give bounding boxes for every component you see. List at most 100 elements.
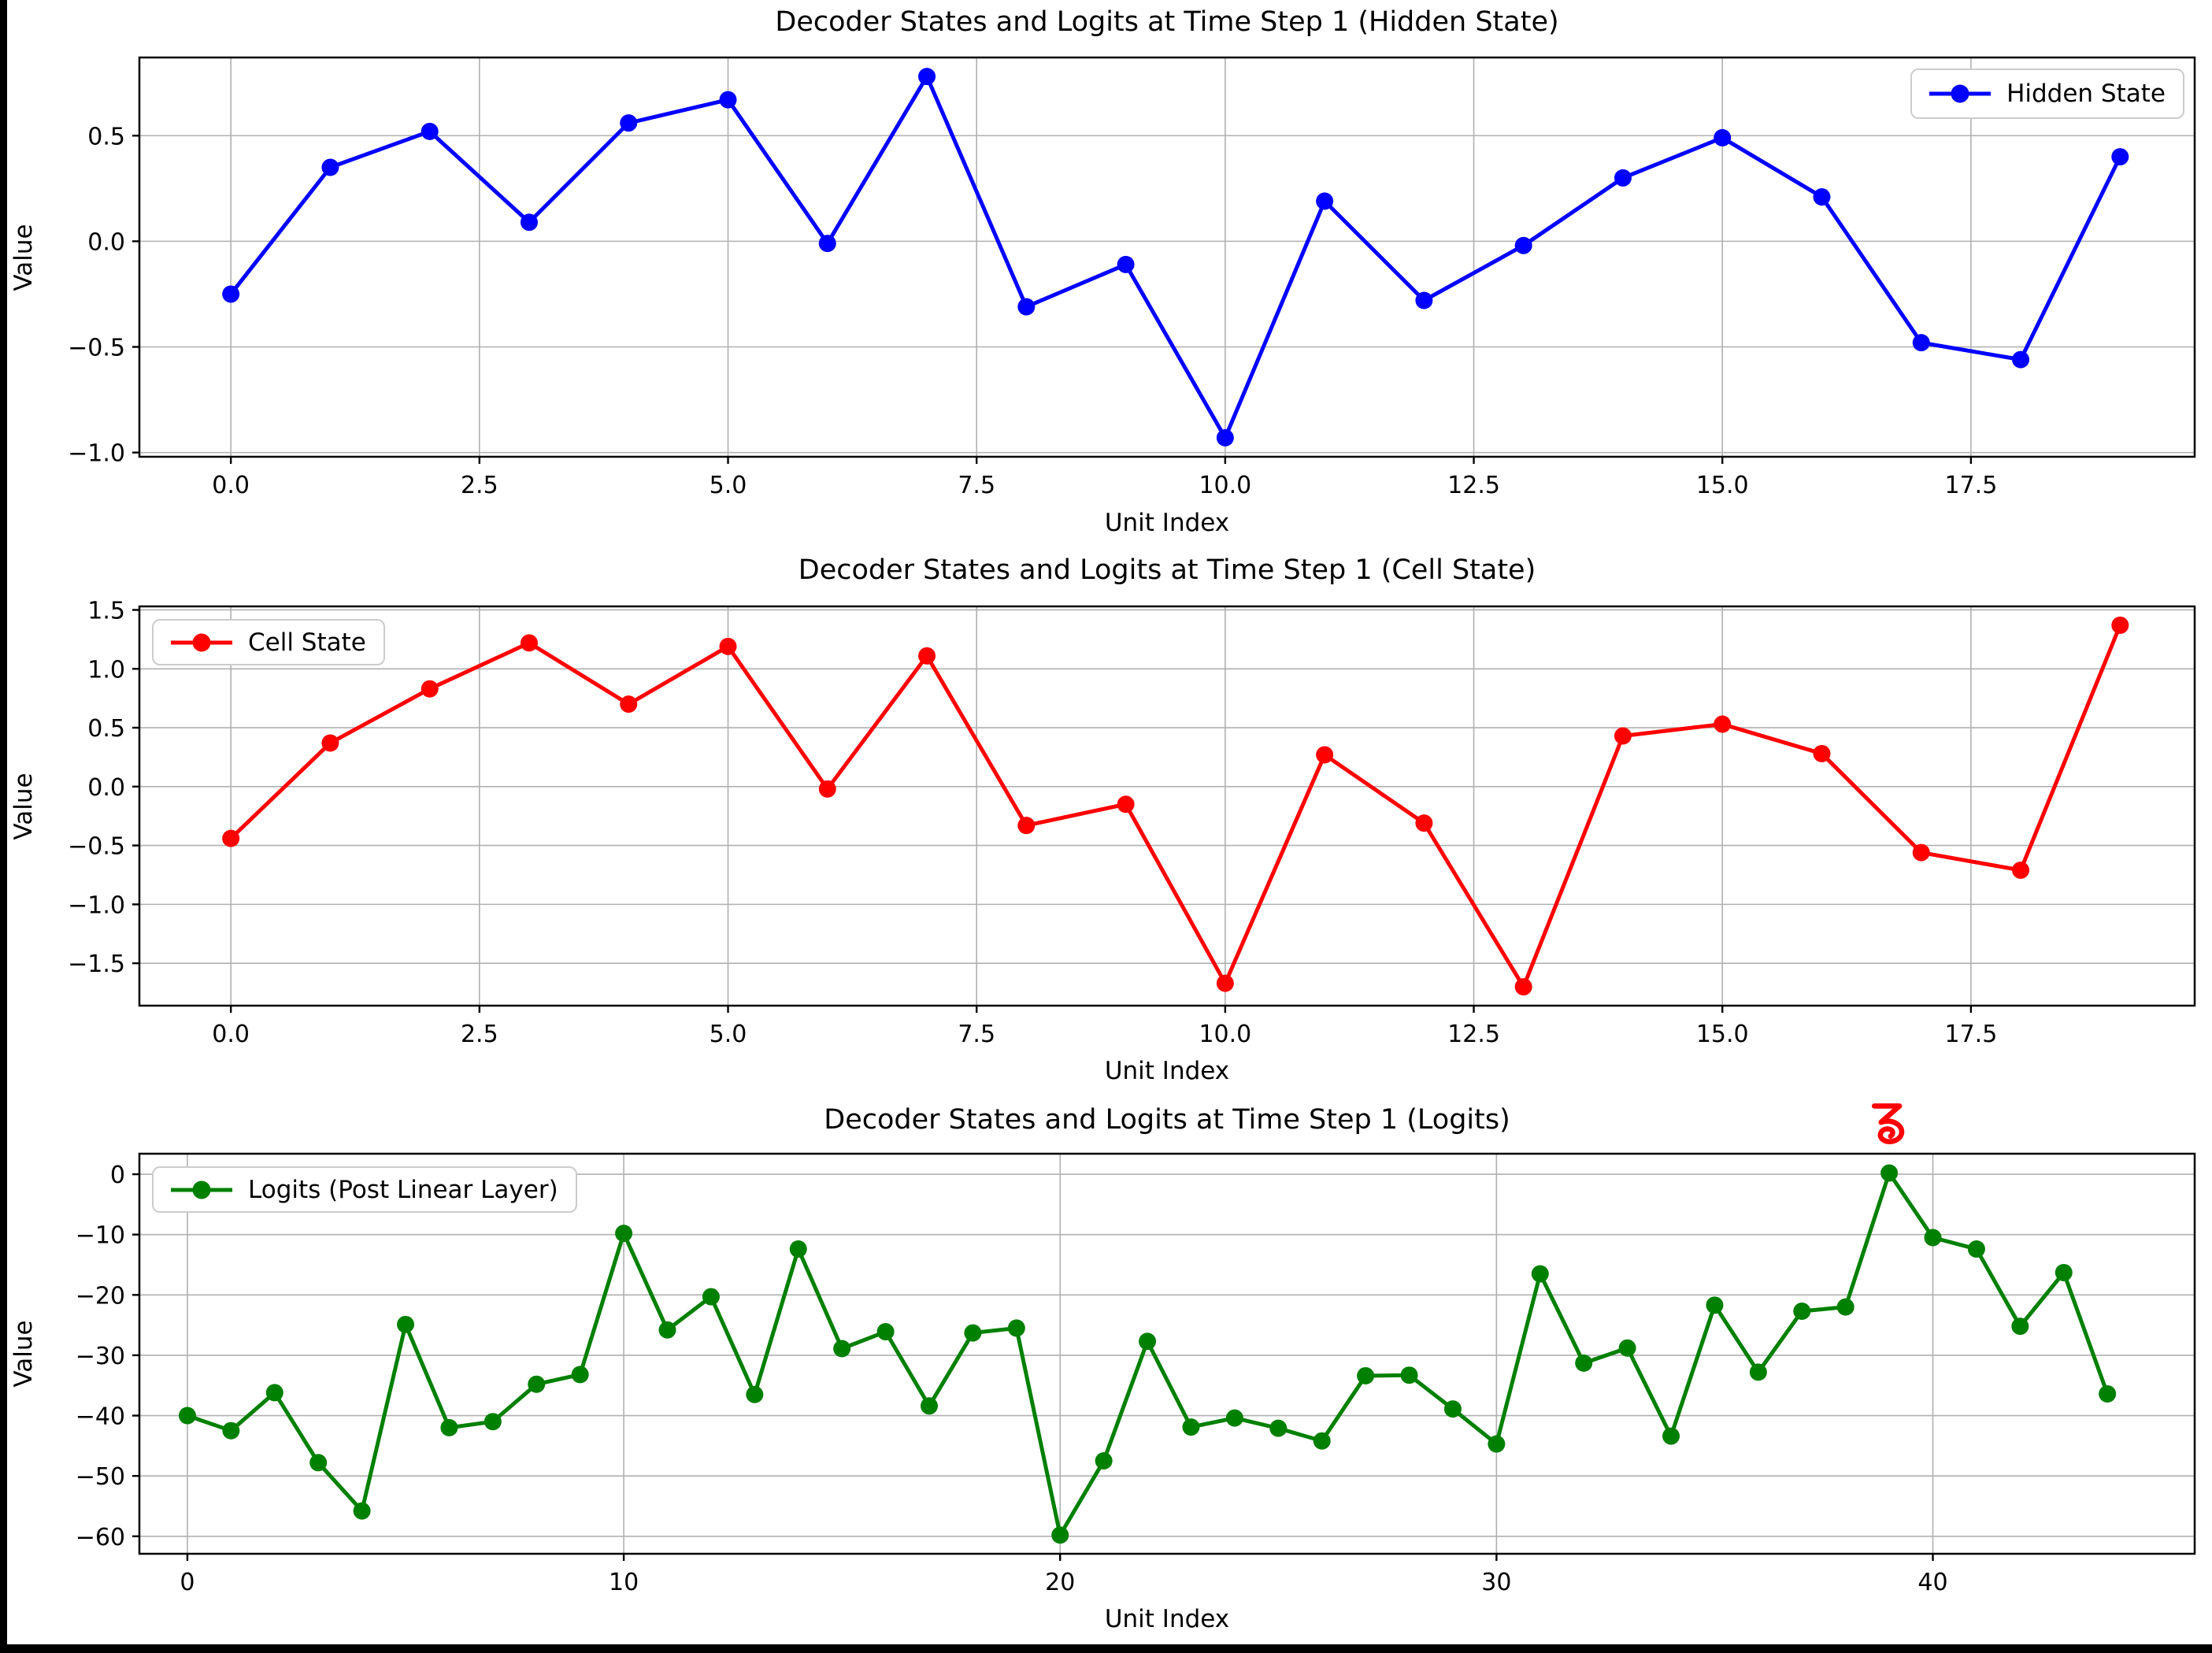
- series-line: [228, 74, 2122, 440]
- data-point: [1095, 1452, 1113, 1470]
- plot-border: [138, 1152, 2196, 1555]
- x-tick-label: 2.5: [461, 1021, 498, 1048]
- x-axis-label: Unit Index: [1104, 509, 1230, 537]
- data-point: [1225, 1409, 1243, 1427]
- y-tick-label: −0.5: [68, 335, 125, 362]
- data-point: [1575, 1354, 1593, 1372]
- x-axis-label: Unit Index: [1104, 1057, 1230, 1085]
- data-point: [353, 1502, 371, 1520]
- x-tick-label: 2.5: [461, 472, 498, 499]
- data-point: [1488, 1435, 1506, 1453]
- legend-label: Cell State: [248, 628, 366, 657]
- data-point: [1912, 843, 1930, 862]
- data-point: [918, 647, 936, 665]
- x-tick-label: 5.0: [710, 472, 747, 499]
- y-tick-label: −20: [76, 1282, 125, 1310]
- data-point: [876, 1323, 895, 1341]
- data-point: [620, 695, 638, 713]
- x-tick-label: 7.5: [958, 1021, 995, 1048]
- y-tick-label: 0.5: [87, 715, 125, 743]
- data-point: [2011, 1318, 2029, 1336]
- chart-title: Decoder States and Logits at Time Step 1…: [775, 6, 1559, 38]
- data-point: [1017, 298, 1036, 316]
- chart-title: Decoder States and Logits at Time Step 1…: [798, 554, 1536, 586]
- y-tick-label: −60: [76, 1524, 125, 1551]
- legend-hidden-state: Hidden State: [1910, 69, 2184, 119]
- y-tick-label: −50: [76, 1463, 125, 1491]
- data-point: [2012, 350, 2030, 369]
- data-point: [1912, 334, 1930, 352]
- y-tick-label: 1.0: [87, 656, 125, 684]
- data-point: [571, 1366, 589, 1384]
- x-axis-label: Unit Index: [1104, 1605, 1230, 1633]
- data-point: [2012, 862, 2030, 880]
- y-tick-label: 0.0: [87, 774, 125, 802]
- x-tick-label: 0.0: [212, 1021, 250, 1048]
- data-point: [321, 158, 339, 176]
- plot-border: [138, 605, 2196, 1007]
- y-tick-label: 1.5: [87, 597, 125, 625]
- data-point: [520, 634, 538, 652]
- x-tick-label: 10.0: [1199, 1021, 1251, 1048]
- data-point: [818, 780, 836, 798]
- y-tick-label: −1.0: [68, 891, 125, 919]
- data-point: [964, 1324, 982, 1342]
- frame-bottom: [0, 1644, 2212, 1653]
- legend-label: Hidden State: [2006, 80, 2166, 108]
- y-tick-label: 0.5: [87, 123, 125, 150]
- data-point: [1051, 1526, 1069, 1544]
- data-point: [1531, 1265, 1549, 1283]
- x-tick-label: 15.0: [1696, 1021, 1749, 1048]
- data-point: [1714, 715, 1732, 733]
- y-tick-label: −30: [76, 1343, 125, 1370]
- data-point: [520, 213, 538, 232]
- data-point: [658, 1321, 676, 1339]
- data-point: [2111, 148, 2129, 166]
- data-point: [1749, 1363, 1767, 1381]
- y-tick-label: −1.0: [68, 440, 125, 468]
- data-point: [1007, 1319, 1025, 1337]
- series-line: [228, 623, 2122, 989]
- data-point: [1443, 1400, 1462, 1418]
- x-tick-label: 15.0: [1696, 472, 1749, 499]
- x-tick-label: 17.5: [1944, 1021, 1997, 1048]
- data-point: [1017, 817, 1036, 835]
- data-point: [421, 680, 439, 698]
- x-tick-label: 0.0: [212, 472, 250, 499]
- data-point: [1216, 428, 1234, 447]
- legend-logits: Logits (Post Linear Layer): [152, 1166, 577, 1213]
- frame-left: [0, 0, 7, 1653]
- data-point: [1967, 1240, 1985, 1258]
- data-point: [1662, 1427, 1680, 1445]
- y-tick-label: −10: [76, 1222, 125, 1250]
- data-point: [440, 1418, 458, 1436]
- data-point: [1714, 128, 1732, 146]
- legend-label: Logits (Post Linear Layer): [248, 1175, 558, 1204]
- data-point: [321, 734, 339, 752]
- y-tick-label: 0: [110, 1162, 125, 1189]
- data-point: [1139, 1332, 1157, 1351]
- data-point: [746, 1385, 764, 1403]
- data-point: [1813, 744, 1831, 762]
- data-point: [309, 1454, 328, 1472]
- data-point: [833, 1340, 851, 1358]
- chart-title: Decoder States and Logits at Time Step 1…: [824, 1104, 1510, 1136]
- data-point: [1813, 188, 1831, 206]
- data-point: [920, 1397, 938, 1415]
- legend-line-marker-sample: [171, 632, 232, 653]
- data-point: [1117, 255, 1135, 273]
- data-point: [702, 1288, 720, 1306]
- x-tick-label: 7.5: [958, 472, 995, 499]
- data-point: [265, 1384, 283, 1402]
- data-point: [789, 1240, 807, 1258]
- data-point: [1316, 192, 1334, 210]
- y-tick-label: 0.0: [87, 228, 125, 256]
- annotation-ru: [1866, 1099, 1913, 1147]
- y-tick-label: −0.5: [68, 833, 125, 861]
- data-point: [1706, 1296, 1724, 1314]
- y-tick-label: −1.5: [68, 951, 125, 978]
- data-point: [222, 1421, 240, 1440]
